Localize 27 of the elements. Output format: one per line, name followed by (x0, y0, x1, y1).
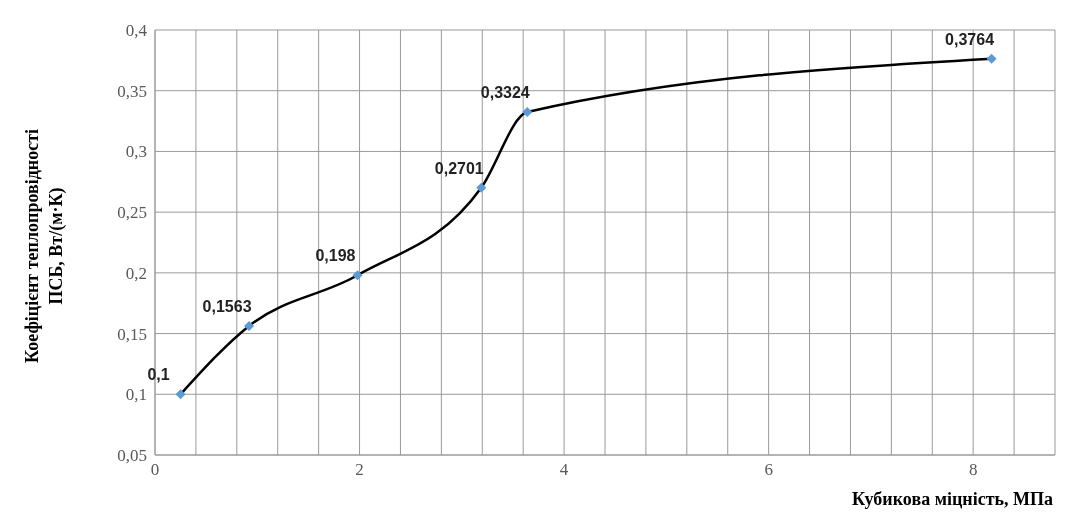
x-tick-label: 0 (150, 460, 160, 480)
x-tick-label: 8 (968, 460, 978, 480)
y-tick-label: 0,2 (125, 263, 147, 283)
point (476, 182, 487, 193)
y-tick-label: 0,25 (117, 203, 147, 223)
x-axis-title: Кубикова міцність, МПа (852, 489, 1053, 509)
point (352, 270, 363, 281)
data-label: 0,3324 (480, 84, 530, 102)
y-tick-label: 0,35 (117, 81, 147, 101)
point (522, 107, 533, 118)
y-tick-label: 0,05 (117, 446, 147, 466)
point (986, 53, 997, 64)
x-tick-label: 6 (764, 460, 773, 480)
point (244, 320, 255, 331)
data-label: 0,2701 (434, 159, 484, 177)
y-tick-label: 0,4 (125, 21, 148, 41)
x-tick-label: 4 (559, 460, 569, 480)
y-axis-title: Коефіцієнт теплопровідності ПСБ, Вт/(м·К) (22, 129, 67, 363)
data-label: 0,1 (147, 366, 170, 384)
data-label: 0,198 (315, 247, 356, 265)
data-label: 0,1563 (202, 297, 252, 315)
x-tick-label: 2 (355, 460, 364, 480)
y-tick-label: 0,3 (125, 142, 147, 162)
y-tick-label: 0,15 (117, 324, 147, 344)
y-tick-label: 0,1 (125, 385, 147, 405)
data-label: 0,3764 (945, 30, 995, 48)
point (175, 389, 186, 400)
